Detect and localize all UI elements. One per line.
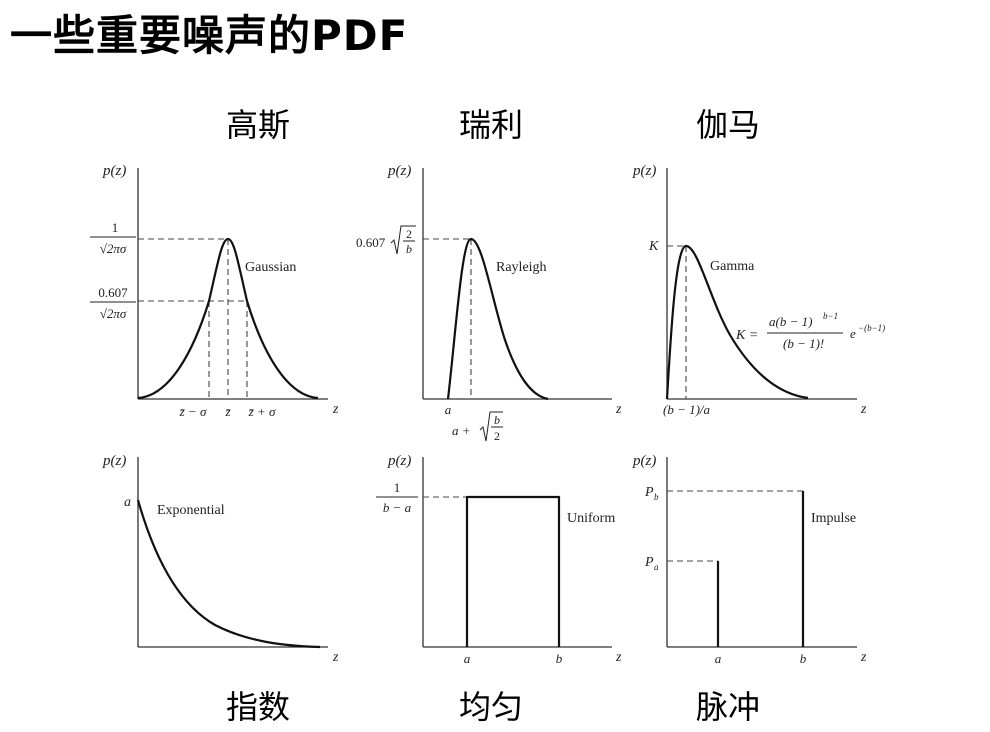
impulse-pb-label: P — [644, 485, 654, 500]
page-title: 一些重要噪声的PDF — [10, 11, 409, 60]
uniform-tick-a: a — [464, 651, 471, 666]
label-gamma-cn: 伽马 — [695, 106, 761, 144]
exponential-name: Exponential — [157, 503, 225, 518]
panel-gaussian: p(z) z 1 √2πσ 0.607 √2πσ Gaussian z̄ − σ… — [90, 163, 339, 419]
gamma-peak-label: K — [648, 239, 659, 254]
gaussian-name: Gaussian — [245, 260, 296, 275]
panel-gamma: p(z) z K Gamma K = a(b − 1) b−1 (b − 1)!… — [632, 163, 885, 417]
rayleigh-peak-coef: 0.607 — [356, 235, 386, 250]
rayleigh-x-label: z — [615, 402, 622, 417]
gamma-tick-peak: (b − 1)/a — [663, 402, 711, 417]
impulse-tick-a: a — [715, 651, 722, 666]
rayleigh-name: Rayleigh — [496, 260, 547, 275]
label-exponential-cn: 指数 — [225, 688, 291, 726]
impulse-pa-sub: a — [654, 562, 659, 572]
gamma-formula-num: a(b − 1) — [769, 314, 812, 329]
gamma-x-label: z — [860, 402, 867, 417]
uniform-height-num: 1 — [394, 480, 401, 495]
gamma-formula-den: (b − 1)! — [783, 336, 824, 351]
gamma-name: Gamma — [710, 259, 755, 274]
uniform-tick-b: b — [556, 651, 563, 666]
panel-impulse: p(z) z P b P a Impulse a b — [632, 453, 867, 666]
rayleigh-curve — [446, 237, 549, 401]
uniform-name: Uniform — [567, 511, 615, 526]
exponential-y-value: a — [124, 495, 131, 510]
impulse-pb-sub: b — [654, 492, 659, 502]
exponential-x-label: z — [332, 650, 339, 665]
uniform-y-label: p(z) — [387, 453, 411, 469]
gamma-y-label: p(z) — [632, 163, 656, 179]
uniform-x-label: z — [615, 650, 622, 665]
gamma-formula-lhs: K = — [735, 328, 758, 343]
label-impulse-cn: 脉冲 — [695, 688, 761, 726]
rayleigh-peak-sqrt — [390, 225, 416, 255]
gaussian-y-label: p(z) — [102, 163, 126, 179]
exponential-curve — [136, 499, 321, 649]
panel-uniform: p(z) z 1 b − a Uniform a b — [376, 453, 622, 666]
gaussian-tick-right: z̄ + σ — [248, 404, 276, 419]
gaussian-tick-mid: z̄ — [224, 404, 231, 419]
uniform-rect — [465, 495, 561, 647]
impulse-x-label: z — [860, 650, 867, 665]
gaussian-x-label: z — [332, 402, 339, 417]
panel-rayleigh: p(z) z 0.607 2 b Rayleigh a a + b 2 — [356, 163, 622, 443]
label-rayleigh-cn: 瑞利 — [458, 106, 524, 144]
gamma-formula-num-exp: b−1 — [823, 311, 838, 321]
rayleigh-tick-a: a — [445, 402, 452, 417]
impulse-pa-label: P — [644, 555, 654, 570]
gaussian-peak-num: 1 — [112, 220, 119, 235]
gaussian-peak-den: √2πσ — [100, 241, 127, 256]
label-uniform-cn: 均匀 — [458, 688, 524, 726]
gamma-formula-exp: −(b−1) — [858, 323, 885, 333]
impulse-name: Impulse — [811, 511, 856, 526]
label-gaussian-cn: 高斯 — [225, 106, 291, 144]
gaussian-side-num: 0.607 — [98, 285, 128, 300]
panel-exponential: p(z) z a Exponential — [102, 453, 339, 665]
rayleigh-peak-frac-den: b — [406, 242, 412, 256]
gamma-curve — [665, 244, 809, 400]
gamma-formula-exp-base: e — [850, 326, 856, 341]
rayleigh-tick-sqrt — [479, 411, 503, 442]
exponential-y-label: p(z) — [102, 453, 126, 469]
gaussian-tick-left: z̄ − σ — [179, 404, 207, 419]
impulse-y-label: p(z) — [632, 453, 656, 469]
rayleigh-tick-num: b — [494, 413, 500, 427]
gaussian-curve — [137, 237, 319, 400]
impulse-tick-b: b — [800, 651, 807, 666]
uniform-height-den: b − a — [383, 500, 412, 515]
rayleigh-peak-frac-num: 2 — [406, 227, 412, 241]
gaussian-side-den: √2πσ — [100, 306, 127, 321]
rayleigh-tick-den: 2 — [494, 429, 500, 443]
rayleigh-y-label: p(z) — [387, 163, 411, 179]
rayleigh-tick-peak: a + — [452, 423, 471, 438]
